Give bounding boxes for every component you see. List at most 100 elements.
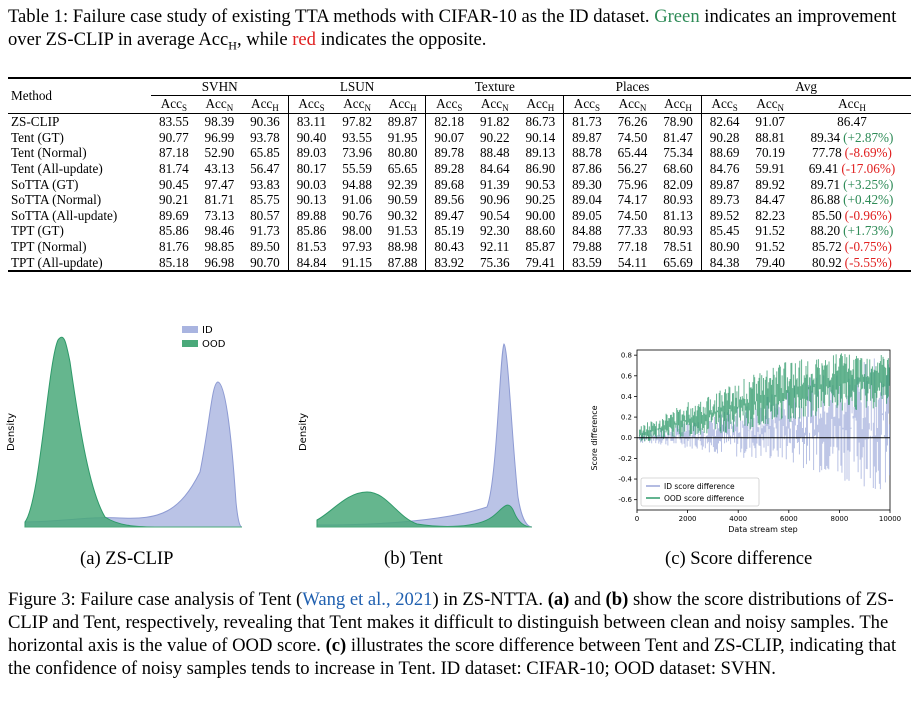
value-cell: 98.85	[204, 238, 235, 254]
table-row: SoTTA (Normal) 90.21 81.71 85.75 90.13 91.06 9…	[8, 192, 911, 208]
value-cell: 89.73	[709, 192, 740, 208]
table-caption: Table 1: Failure case study of existing …	[8, 5, 911, 58]
value-cell: 84.47	[755, 192, 786, 208]
value-cell: 81.47	[655, 129, 702, 146]
panel-c-ref: (c)	[325, 635, 347, 656]
value-cell: 78.51	[655, 238, 702, 255]
value-cell: 91.07	[755, 114, 786, 130]
value-cell: 87.18	[159, 145, 189, 161]
value-cell: 91.73	[242, 223, 289, 239]
table-caption-mid2: , while	[236, 29, 288, 50]
value-cell: 70.19	[755, 145, 786, 161]
value-cell: 80.80	[379, 145, 427, 161]
value-cell: 86.73	[517, 113, 565, 130]
value-cell: 76.26	[617, 114, 648, 130]
group-header: Avg	[701, 78, 911, 96]
value-cell: 83.59	[572, 254, 602, 270]
value-cell: 90.53	[517, 176, 565, 193]
score-difference-chart: Score difference Data stream step 0.8 0.6…	[585, 340, 905, 540]
avg-h-value: 88.20	[810, 223, 841, 239]
value-cell: 85.75	[242, 192, 289, 208]
value-cell: 90.07	[434, 129, 465, 145]
value-cell: 90.22	[479, 129, 510, 145]
legend-ood-label: OOD score difference	[664, 494, 745, 503]
value-cell: 77.18	[617, 238, 648, 254]
value-cell: 96.99	[204, 129, 235, 145]
table-row: TPT (All-update) 85.18 96.98 90.70 84.84 91.1…	[8, 254, 911, 272]
value-cell: 97.82	[342, 114, 372, 130]
value-cell: 98.39	[204, 114, 235, 130]
value-cell: 89.92	[755, 176, 786, 192]
value-cell: 81.74	[159, 160, 189, 176]
value-cell: 89.30	[572, 176, 602, 192]
value-cell: 89.52	[709, 207, 740, 223]
value-cell: 85.45	[709, 223, 740, 239]
method-cell: SoTTA (All-update)	[11, 207, 118, 223]
x-tick-label: 8000	[830, 515, 848, 523]
citation-link[interactable]: Wang et al., 2021	[302, 589, 433, 610]
value-cell: 56.27	[617, 160, 648, 176]
value-cell: 89.87	[572, 129, 602, 145]
method-cell: TPT (Normal)	[11, 238, 87, 254]
value-cell: 90.03	[296, 176, 327, 192]
figure-caption-text2: ) in ZS-NTTA.	[432, 589, 544, 610]
table-row: Tent (All-update) 81.74 43.13 56.47 80.17 55.…	[8, 160, 911, 177]
x-tick-label: 2000	[679, 515, 697, 523]
value-cell: 91.06	[342, 192, 372, 208]
value-cell: 90.96	[479, 192, 510, 208]
y-tick-label: 0.4	[621, 393, 633, 401]
value-cell: 75.34	[655, 145, 702, 161]
figure-caption: Figure 3: Failure case analysis of Tent …	[8, 588, 911, 680]
avg-h-value: 89.71	[810, 176, 841, 192]
method-header: Method	[11, 88, 53, 104]
group-header: Places	[563, 78, 702, 96]
value-cell: 91.52	[755, 223, 786, 239]
value-cell: 89.87	[379, 113, 427, 130]
value-cell: 90.32	[379, 207, 427, 224]
avg-h-value: 86.88	[810, 192, 841, 208]
value-cell: 97.93	[342, 238, 372, 254]
chart-legend-box	[640, 477, 760, 507]
value-cell: 97.47	[204, 176, 235, 192]
value-cell: 82.23	[755, 207, 786, 223]
group-header: Texture	[425, 78, 564, 96]
avg-h-cell: 89.34 (+2.87%)	[793, 130, 911, 146]
value-cell: 80.90	[709, 238, 740, 254]
metric-header: AccH	[838, 95, 866, 113]
value-cell: 90.45	[159, 176, 189, 192]
value-cell: 93.78	[242, 129, 289, 146]
value-cell: 56.47	[242, 160, 289, 177]
value-cell: 74.17	[617, 192, 648, 208]
value-cell: 90.54	[479, 207, 510, 223]
value-cell: 80.93	[655, 223, 702, 239]
value-cell: 88.78	[572, 145, 602, 161]
legend-id-swatch	[182, 326, 198, 333]
value-cell: 91.95	[379, 129, 427, 146]
method-cell: TPT (GT)	[11, 223, 64, 239]
figure-label: Figure 3:	[8, 589, 76, 610]
value-cell: 89.56	[434, 192, 465, 208]
avg-h-cell: 69.41 (-17.06%)	[793, 161, 911, 177]
method-cell: Tent (All-update)	[11, 160, 103, 176]
value-cell: 84.38	[709, 254, 740, 270]
value-cell: 82.18	[434, 114, 465, 130]
value-cell: 73.96	[342, 145, 372, 161]
method-cell: Tent (GT)	[11, 129, 64, 145]
value-cell: 85.86	[296, 223, 327, 239]
metric-header: AccN	[618, 95, 647, 113]
value-cell: 89.03	[296, 145, 327, 161]
avg-h-cell: 77.78 (-8.69%)	[793, 145, 911, 161]
y-tick-label: 0.8	[621, 352, 632, 360]
avg-h-value: 85.50	[812, 207, 842, 223]
value-cell: 88.81	[755, 129, 786, 145]
value-cell: 88.69	[709, 145, 740, 161]
value-cell: 91.15	[342, 254, 372, 270]
value-cell: 54.11	[617, 254, 648, 270]
avg-h-cell: 85.72 (-0.75%)	[793, 239, 911, 255]
value-cell: 89.78	[434, 145, 465, 161]
method-cell: TPT (All-update)	[11, 254, 103, 270]
value-cell: 92.39	[379, 176, 427, 193]
figure-caption-text1: Failure case analysis of Tent (	[80, 589, 303, 610]
value-cell: 89.88	[296, 207, 327, 223]
value-cell: 90.40	[296, 129, 327, 145]
